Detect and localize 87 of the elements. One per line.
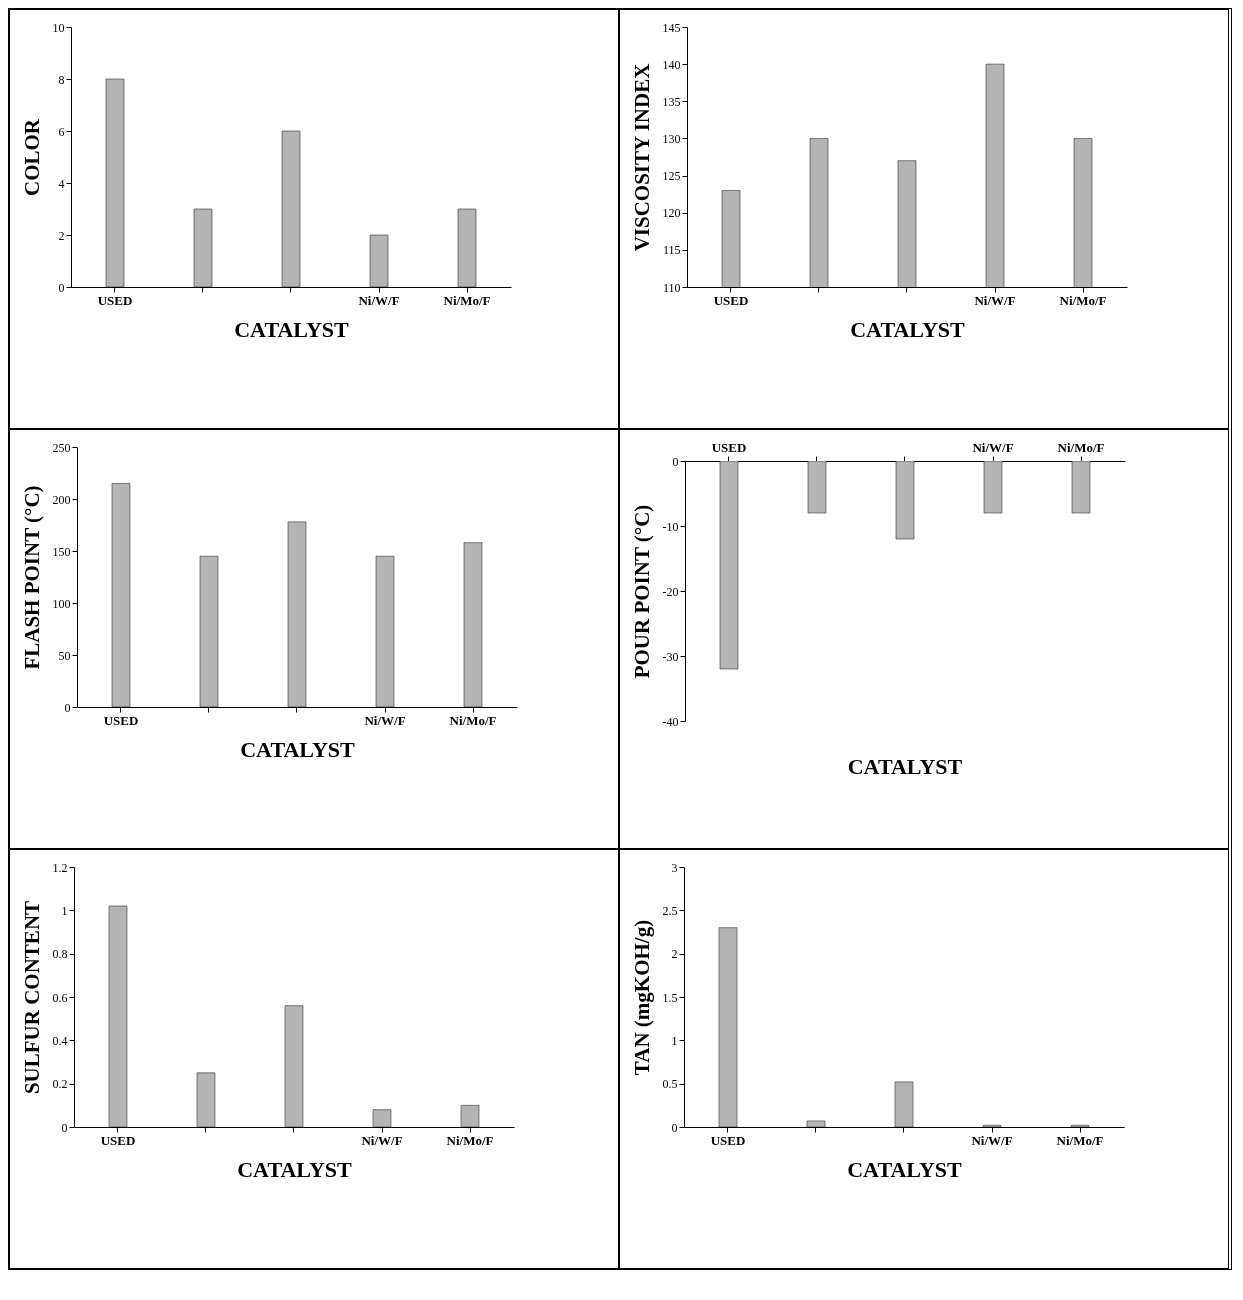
x-tick-label: Ni/W/F bbox=[361, 1132, 403, 1148]
y-axis-title: VISCOSITY INDEX bbox=[629, 63, 654, 252]
x-axis-title: CATALYST bbox=[850, 316, 966, 342]
y-tick-label: 0 bbox=[64, 700, 71, 715]
y-tick-label: 0.2 bbox=[52, 1077, 68, 1092]
y-tick-label: 2 bbox=[671, 947, 678, 962]
y-tick-label: 140 bbox=[662, 57, 681, 72]
y-tick-label: 150 bbox=[52, 544, 71, 559]
y-tick-label: 10 bbox=[52, 20, 65, 35]
x-tick-label: Ni/Mo/F bbox=[1057, 439, 1105, 455]
x-axis-title: CATALYST bbox=[847, 754, 963, 779]
x-tick-label: USED bbox=[100, 1132, 136, 1148]
y-tick-label: 0.6 bbox=[52, 990, 68, 1005]
y-axis-title: SULFUR CONTENT bbox=[19, 900, 44, 1095]
y-axis-title: POUR POINT (°C) bbox=[629, 504, 654, 679]
y-tick-label: 110 bbox=[662, 280, 681, 295]
y-tick-label: 100 bbox=[52, 596, 71, 611]
y-tick-label: -40 bbox=[662, 714, 679, 729]
x-tick-label: Ni/W/F bbox=[364, 712, 406, 728]
x-tick-label: USED bbox=[97, 292, 133, 308]
x-tick-label: Ni/Mo/F bbox=[446, 1132, 494, 1148]
y-axis-title: COLOR bbox=[19, 118, 44, 197]
x-tick-label: Ni/Mo/F bbox=[1056, 1132, 1104, 1148]
bar bbox=[105, 78, 125, 287]
y-tick-label: 145 bbox=[662, 20, 681, 35]
x-tick-label: Ni/W/F bbox=[358, 292, 400, 308]
x-tick-label: USED bbox=[103, 712, 139, 728]
x-tick-label: Ni/Mo/F bbox=[1059, 292, 1107, 308]
y-tick-label: 0 bbox=[671, 1120, 678, 1135]
y-tick-label: 0.4 bbox=[52, 1033, 68, 1048]
y-tick-label: 2.5 bbox=[662, 903, 678, 918]
x-tick-label: USED bbox=[713, 292, 749, 308]
x-axis-title: CATALYST bbox=[240, 736, 356, 762]
y-tick-label: -10 bbox=[662, 519, 679, 534]
bar bbox=[457, 208, 477, 287]
x-tick-label: Ni/W/F bbox=[972, 439, 1014, 455]
x-axis-title: CATALYST bbox=[847, 1156, 963, 1182]
bar bbox=[372, 1109, 392, 1127]
y-tick-label: 1.2 bbox=[52, 860, 68, 875]
bar bbox=[111, 483, 131, 707]
bar bbox=[287, 521, 307, 707]
x-tick-label: USED bbox=[711, 439, 747, 455]
y-tick-label: -30 bbox=[662, 649, 679, 664]
x-tick-label: USED bbox=[710, 1132, 746, 1148]
bar bbox=[196, 1072, 216, 1127]
x-axis-title: CATALYST bbox=[234, 316, 350, 342]
y-tick-label: 1.5 bbox=[662, 990, 678, 1005]
y-tick-label: 6 bbox=[58, 124, 65, 139]
y-tick-label: 0 bbox=[61, 1120, 68, 1135]
y-tick-label: 1 bbox=[671, 1033, 678, 1048]
y-tick-label: 125 bbox=[662, 169, 681, 184]
y-tick-label: 4 bbox=[58, 176, 65, 191]
bar bbox=[199, 555, 219, 707]
y-tick-label: 8 bbox=[58, 72, 65, 87]
y-tick-label: 50 bbox=[58, 648, 71, 663]
y-tick-label: 200 bbox=[52, 492, 71, 507]
bar bbox=[284, 1005, 304, 1127]
y-tick-label: 135 bbox=[662, 94, 681, 109]
y-tick-label: 2 bbox=[58, 228, 65, 243]
y-axis-title: FLASH POINT (°C) bbox=[19, 485, 44, 670]
bar bbox=[281, 130, 301, 287]
x-tick-label: Ni/W/F bbox=[971, 1132, 1013, 1148]
x-tick-label: Ni/Mo/F bbox=[449, 712, 497, 728]
bar bbox=[108, 905, 128, 1127]
y-tick-label: 1 bbox=[61, 903, 68, 918]
y-tick-label: 3 bbox=[671, 860, 678, 875]
y-tick-label: 0.8 bbox=[52, 947, 68, 962]
bar bbox=[894, 1081, 914, 1127]
y-tick-label: -20 bbox=[662, 584, 679, 599]
bar bbox=[806, 1120, 826, 1127]
y-tick-label: 130 bbox=[662, 131, 681, 146]
y-tick-label: 0.5 bbox=[662, 1077, 678, 1092]
y-tick-label: 0 bbox=[58, 280, 65, 295]
y-tick-label: 250 bbox=[52, 440, 71, 455]
y-tick-label: 0 bbox=[672, 454, 679, 469]
bar bbox=[718, 927, 738, 1127]
bar bbox=[375, 555, 395, 707]
bar bbox=[463, 542, 483, 707]
x-tick-label: Ni/W/F bbox=[974, 292, 1016, 308]
y-axis-title: TAN (mgKOH/g) bbox=[629, 919, 654, 1076]
bar bbox=[193, 208, 213, 287]
x-axis-title: CATALYST bbox=[237, 1156, 353, 1182]
bar bbox=[369, 234, 389, 287]
bar bbox=[460, 1105, 480, 1127]
x-tick-label: Ni/Mo/F bbox=[443, 292, 491, 308]
y-tick-label: 115 bbox=[662, 243, 681, 258]
y-tick-label: 120 bbox=[662, 206, 681, 221]
